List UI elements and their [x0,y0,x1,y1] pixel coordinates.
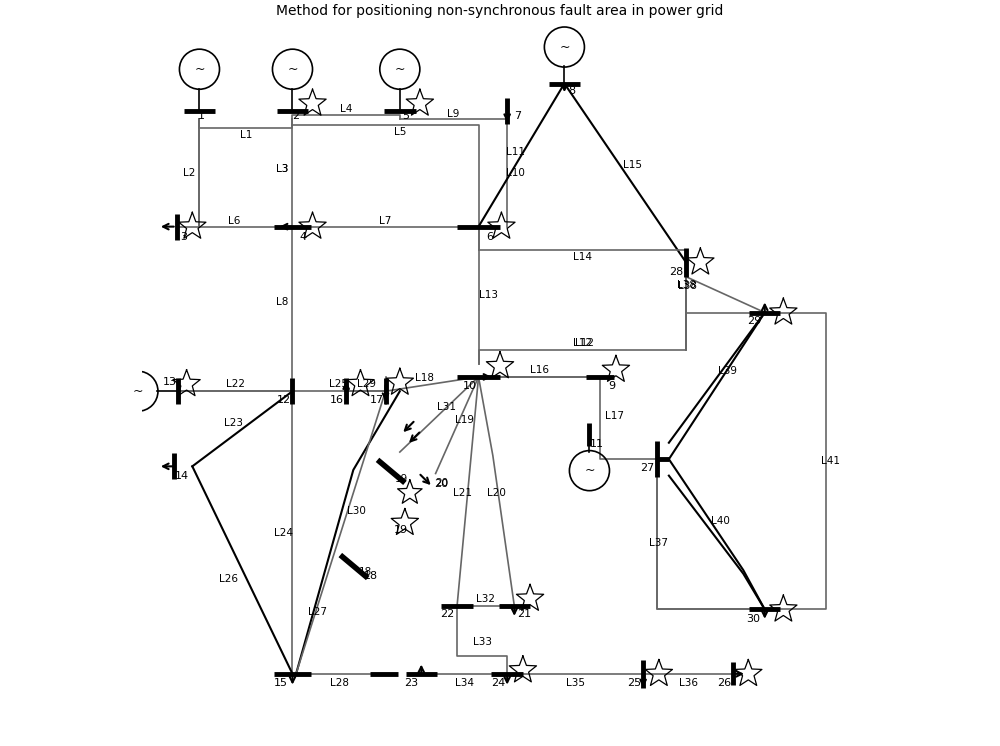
Title: Method for positioning non-synchronous fault area in power grid: Method for positioning non-synchronous f… [276,4,724,18]
Text: L32: L32 [476,594,495,604]
Text: L4: L4 [340,104,352,114]
Text: 12: 12 [277,395,291,405]
Text: L2: L2 [183,168,195,178]
Text: L12: L12 [575,337,594,348]
Text: 16: 16 [330,395,344,405]
Text: L34: L34 [455,678,474,688]
Text: L17: L17 [605,411,624,421]
Text: L38: L38 [677,280,696,290]
Text: 20: 20 [435,477,448,488]
Text: L1: L1 [240,130,252,140]
Text: 8: 8 [568,86,575,95]
Text: L27: L27 [308,606,327,617]
Text: 10: 10 [463,381,477,391]
Text: L13: L13 [479,290,498,301]
Text: 19: 19 [394,525,408,535]
Text: L3: L3 [276,164,289,175]
Text: ~: ~ [584,464,595,477]
Text: L15: L15 [623,160,642,170]
Text: L36: L36 [679,678,698,688]
Text: L39: L39 [718,366,737,376]
Text: L30: L30 [347,507,366,516]
Text: ~: ~ [194,63,205,75]
Text: 3: 3 [180,232,187,242]
Text: 30: 30 [746,614,760,624]
Text: 5: 5 [402,110,409,121]
Text: 21: 21 [517,609,531,619]
Text: 27: 27 [640,463,655,474]
Text: L25: L25 [329,379,348,389]
Text: L23: L23 [224,419,243,428]
Text: L24: L24 [274,528,293,538]
Text: L10: L10 [506,168,525,178]
Text: L11: L11 [506,146,525,157]
Text: L28: L28 [330,678,349,688]
Text: 11: 11 [590,439,604,449]
Text: L6: L6 [228,216,240,226]
Text: 9: 9 [608,381,615,391]
Text: L21: L21 [453,488,472,498]
Text: 13: 13 [162,377,176,387]
Text: L31: L31 [437,402,456,412]
Text: 23: 23 [404,678,418,688]
Text: L18: L18 [415,373,434,383]
Text: L26: L26 [219,574,238,583]
Text: L5: L5 [394,127,406,137]
Text: 20: 20 [434,479,448,489]
Text: ~: ~ [133,385,143,398]
Text: 7: 7 [514,110,521,121]
Text: ~: ~ [395,63,405,75]
Text: 24: 24 [491,678,505,688]
Text: 4: 4 [300,232,307,242]
Text: L16: L16 [530,365,549,374]
Text: L3: L3 [276,164,289,175]
Text: 14: 14 [175,471,189,480]
Text: L9: L9 [447,109,460,119]
Text: 26: 26 [718,678,732,688]
Text: L19: L19 [455,415,474,424]
Text: L35: L35 [566,678,585,688]
Text: L7: L7 [379,216,392,226]
Text: 19: 19 [395,474,408,483]
Text: 1: 1 [197,110,204,121]
Text: 18: 18 [359,566,372,577]
Text: 17: 17 [370,395,384,405]
Text: L14: L14 [573,251,592,262]
Text: L12: L12 [573,337,592,348]
Text: L38: L38 [678,281,697,291]
Text: L40: L40 [711,516,730,527]
Text: ~: ~ [559,40,570,54]
Text: 15: 15 [274,678,288,688]
Text: L8: L8 [276,298,289,307]
Text: L29: L29 [357,379,376,389]
Text: L41: L41 [821,457,840,466]
Text: L20: L20 [487,488,506,498]
Text: L22: L22 [226,379,245,389]
Text: L37: L37 [649,538,668,548]
Text: 28: 28 [669,267,683,278]
Text: 25: 25 [627,678,642,688]
Text: 18: 18 [364,571,378,581]
Text: 6: 6 [486,232,493,242]
Text: 2: 2 [293,110,300,121]
Text: 22: 22 [440,609,454,619]
Text: 29: 29 [748,316,762,326]
Text: ~: ~ [287,63,298,75]
Text: L33: L33 [473,636,492,647]
